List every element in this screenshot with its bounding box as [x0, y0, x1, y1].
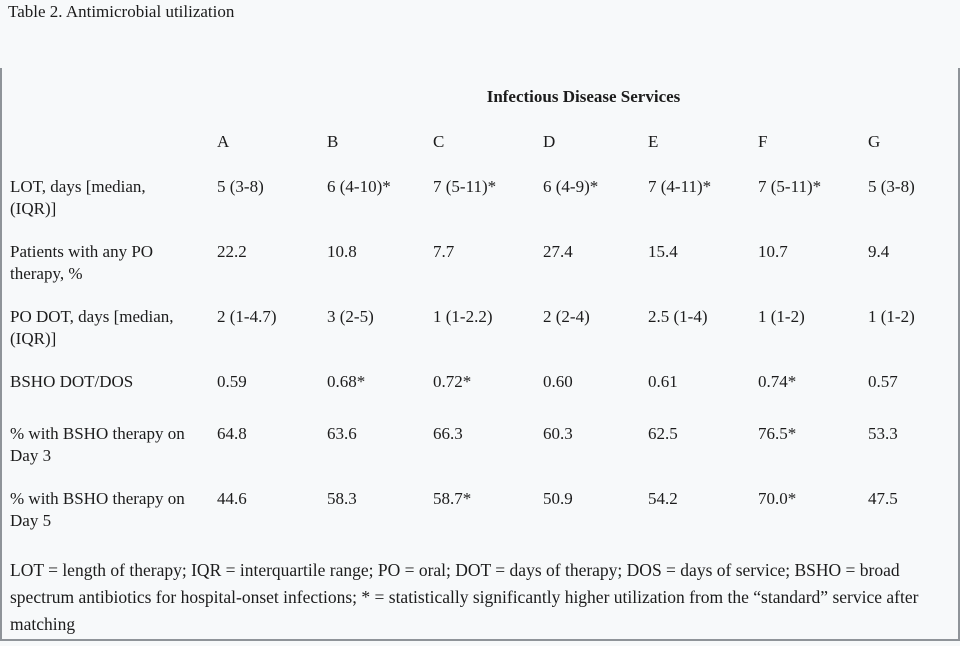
table-row: LOT, days [median, (IQR)] 5 (3-8) 6 (4-1…	[1, 168, 959, 233]
cell-value: 64.8	[217, 424, 247, 443]
cell-value: 76.5*	[758, 424, 797, 443]
table-row: % with BSHO therapy on Day 5 44.6 58.3 5…	[1, 480, 959, 552]
cell-value: 60.3	[543, 424, 573, 443]
cell-value: 2 (2-4)	[543, 307, 590, 326]
stub-cell	[1, 125, 209, 168]
stub-cell	[1, 68, 209, 125]
row-label: % with BSHO therapy on Day 5	[10, 489, 185, 530]
row-label: BSHO DOT/DOS	[10, 372, 134, 391]
row-label: PO DOT, days [median, (IQR)]	[10, 307, 174, 348]
cell-value: 1 (1-2)	[868, 307, 915, 326]
row-label: Patients with any PO therapy, %	[10, 242, 154, 283]
cell-value: 10.7	[758, 242, 788, 261]
cell-value: 22.2	[217, 242, 247, 261]
cell-value: 9.4	[868, 242, 890, 261]
table-footnote: LOT = length of therapy; IQR = interquar…	[10, 560, 919, 634]
cell-value: 10.8	[327, 242, 357, 261]
cell-value: 7 (4-11)*	[648, 177, 712, 196]
antimicrobial-utilization-table: Infectious Disease Services A B C D E F …	[0, 68, 960, 641]
cell-value: 53.3	[868, 424, 898, 443]
column-header-b: B	[327, 132, 339, 151]
cell-value: 5 (3-8)	[868, 177, 915, 196]
cell-value: 0.74*	[758, 372, 797, 391]
cell-value: 6 (4-10)*	[327, 177, 391, 196]
column-header-d: D	[543, 132, 556, 151]
cell-value: 27.4	[543, 242, 573, 261]
cell-value: 50.9	[543, 489, 573, 508]
cell-value: 2 (1-4.7)	[217, 307, 277, 326]
cell-value: 0.72*	[433, 372, 472, 391]
cell-value: 7 (5-11)*	[758, 177, 822, 196]
table-row: BSHO DOT/DOS 0.59 0.68* 0.72* 0.60 0.61 …	[1, 363, 959, 415]
group-header: Infectious Disease Services	[486, 86, 681, 106]
cell-value: 58.3	[327, 489, 357, 508]
cell-value: 70.0*	[758, 489, 797, 508]
cell-value: 1 (1-2)	[758, 307, 805, 326]
cell-value: 6 (4-9)*	[543, 177, 599, 196]
cell-value: 63.6	[327, 424, 357, 443]
cell-value: 1 (1-2.2)	[433, 307, 493, 326]
cell-value: 0.60	[543, 372, 573, 391]
row-label: % with BSHO therapy on Day 3	[10, 424, 185, 465]
column-header-g: G	[868, 132, 881, 151]
cell-value: 3 (2-5)	[327, 307, 374, 326]
cell-value: 62.5	[648, 424, 678, 443]
table-row: % with BSHO therapy on Day 3 64.8 63.6 6…	[1, 415, 959, 480]
cell-value: 0.61	[648, 372, 678, 391]
cell-value: 5 (3-8)	[217, 177, 264, 196]
cell-value: 0.57	[868, 372, 898, 391]
column-header-f: F	[758, 132, 768, 151]
cell-value: 7 (5-11)*	[433, 177, 497, 196]
column-header-row: A B C D E F G	[1, 125, 959, 168]
row-label: LOT, days [median, (IQR)]	[10, 177, 146, 218]
column-header-c: C	[433, 132, 445, 151]
group-header-row: Infectious Disease Services	[1, 68, 959, 125]
cell-value: 15.4	[648, 242, 678, 261]
cell-value: 66.3	[433, 424, 463, 443]
cell-value: 47.5	[868, 489, 898, 508]
cell-value: 0.68*	[327, 372, 366, 391]
column-header-a: A	[217, 132, 230, 151]
table-row: Patients with any PO therapy, % 22.2 10.…	[1, 233, 959, 298]
column-header-e: E	[648, 132, 659, 151]
cell-value: 54.2	[648, 489, 678, 508]
cell-value: 0.59	[217, 372, 247, 391]
cell-value: 44.6	[217, 489, 247, 508]
cell-value: 2.5 (1-4)	[648, 307, 708, 326]
cell-value: 58.7*	[433, 489, 472, 508]
table-caption: Table 2. Antimicrobial utilization	[8, 2, 235, 21]
footnote-row: LOT = length of therapy; IQR = interquar…	[1, 552, 959, 640]
cell-value: 7.7	[433, 242, 455, 261]
table-row: PO DOT, days [median, (IQR)] 2 (1-4.7) 3…	[1, 298, 959, 363]
